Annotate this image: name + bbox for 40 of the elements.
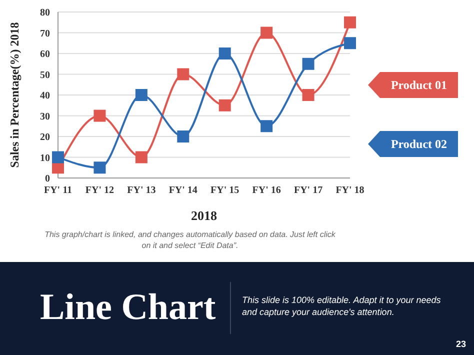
point xyxy=(177,130,190,142)
x-axis-title: 2018 xyxy=(191,208,218,223)
y-tick-label: 20 xyxy=(40,132,50,144)
text: This slide is 100% editable. Adapt it to your needs and capture your audience's attention. xyxy=(242,294,442,318)
point xyxy=(94,110,106,122)
x-tick-label: FY' 11 xyxy=(44,185,72,196)
x-tick-label: FY' 15 xyxy=(210,185,240,196)
point xyxy=(135,151,148,164)
x-tick-label: FY' 14 xyxy=(168,185,198,196)
point xyxy=(218,99,231,112)
point xyxy=(344,16,356,28)
point xyxy=(177,68,190,80)
y-tick-label: 70 xyxy=(40,28,50,40)
point xyxy=(302,58,314,70)
text: Line Chart xyxy=(40,286,216,329)
point xyxy=(135,89,148,101)
x-tick-label: FY' 17 xyxy=(294,185,323,196)
point xyxy=(260,120,273,132)
point xyxy=(344,37,356,50)
text: This graph/chart is linked, and changes automatically based on data. Just left click on it and select “Edit Data”. xyxy=(44,229,336,251)
y-tick-label: 50 xyxy=(40,70,50,81)
point xyxy=(302,89,314,101)
point xyxy=(52,151,64,164)
y-tick-label: 30 xyxy=(40,111,50,122)
legend-label: Product 01 xyxy=(380,72,458,98)
y-tick-label: 80 xyxy=(40,8,50,19)
text: 23 xyxy=(456,339,466,349)
y-tick-label: 10 xyxy=(40,152,50,164)
y-tick-label: 0 xyxy=(45,174,50,185)
y-tick-label: 60 xyxy=(40,49,50,60)
x-tick-label: FY' 18 xyxy=(336,185,364,196)
point xyxy=(260,26,273,39)
point xyxy=(94,162,106,174)
x-tick-label: FY' 12 xyxy=(85,185,114,196)
x-tick-label: FY' 13 xyxy=(127,185,156,196)
x-tick-label: FY' 16 xyxy=(252,185,281,196)
y-tick-label: 40 xyxy=(40,90,50,102)
point xyxy=(218,48,231,60)
legend-label: Product 02 xyxy=(380,131,458,157)
y-axis-title: Sales in Percentage(%) 2018 xyxy=(7,22,22,168)
